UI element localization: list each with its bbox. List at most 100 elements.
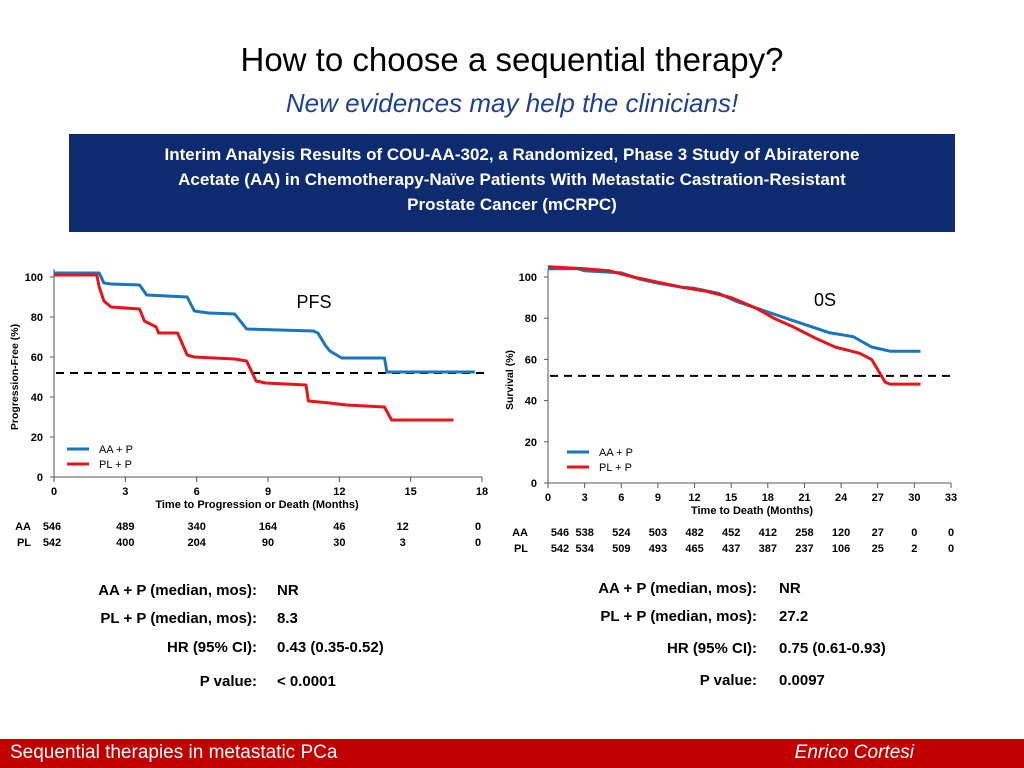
x-tick-label: 6 bbox=[194, 486, 200, 498]
x-tick-label: 6 bbox=[618, 492, 624, 504]
stat-value: 0.43 (0.35-0.52) bbox=[277, 639, 384, 656]
at-risk-value: 204 bbox=[187, 537, 206, 549]
at-risk-value: 546 bbox=[551, 527, 569, 539]
x-tick-label: 24 bbox=[835, 492, 848, 504]
legend-label-pl-p: PL + P bbox=[599, 462, 632, 474]
x-tick-label: 9 bbox=[655, 492, 661, 504]
stat-value: 27.2 bbox=[779, 608, 809, 625]
y-tick-label: 100 bbox=[519, 272, 537, 284]
at-risk-value: 542 bbox=[43, 537, 61, 549]
at-risk-row-label: PL bbox=[514, 543, 528, 555]
at-risk-value: 542 bbox=[551, 543, 569, 555]
km-curve-aa-p bbox=[54, 271, 475, 374]
at-risk-value: 387 bbox=[759, 543, 777, 555]
stat-value: NR bbox=[277, 582, 299, 599]
study-title-line: Interim Analysis Results of COU-AA-302, … bbox=[164, 145, 860, 164]
at-risk-value: 0 bbox=[911, 527, 917, 539]
x-tick-label: 27 bbox=[872, 492, 884, 504]
at-risk-value: 482 bbox=[685, 527, 703, 539]
stat-value: NR bbox=[779, 580, 801, 597]
x-tick-label: 0 bbox=[51, 486, 57, 498]
at-risk-value: 46 bbox=[333, 521, 345, 533]
x-tick-label: 9 bbox=[265, 486, 271, 498]
x-tick-label: 18 bbox=[476, 486, 488, 498]
y-tick-label: 0 bbox=[37, 472, 43, 484]
at-risk-value: 258 bbox=[795, 527, 813, 539]
y-tick-label: 20 bbox=[31, 432, 43, 444]
at-risk-value: 546 bbox=[43, 521, 61, 533]
os-stats-table: AA + P (median, mos): NR PL + P (median, m… bbox=[500, 578, 1024, 708]
y-tick-label: 60 bbox=[31, 352, 43, 364]
at-risk-value: 106 bbox=[832, 543, 850, 555]
study-title-line: Prostate Cancer (mCRPC) bbox=[407, 195, 617, 214]
at-risk-value: 12 bbox=[397, 521, 409, 533]
km-curve-aa-p bbox=[548, 267, 921, 353]
y-tick-label: 20 bbox=[525, 437, 537, 449]
legend-label-aa-p: AA + P bbox=[99, 444, 133, 456]
footer-author: Enrico Cortesi bbox=[794, 742, 914, 763]
chart-title: 0S bbox=[814, 290, 836, 310]
study-title-box: Interim Analysis Results of COU-AA-302, … bbox=[69, 134, 955, 232]
stat-label: AA + P (median, mos): bbox=[98, 582, 257, 599]
at-risk-value: 164 bbox=[259, 521, 278, 533]
x-tick-label: 0 bbox=[545, 492, 551, 504]
at-risk-value: 0 bbox=[948, 527, 954, 539]
at-risk-row-label: AA bbox=[15, 521, 31, 533]
y-axis-label: Survival (%) bbox=[504, 350, 516, 410]
stat-label: HR (95% CI): bbox=[666, 640, 757, 657]
legend-label-pl-p: PL + P bbox=[99, 459, 132, 471]
at-risk-value: 0 bbox=[475, 521, 481, 533]
study-title-line: Acetate (AA) in Chemotherapy-Naïve Patie… bbox=[178, 170, 846, 189]
y-tick-label: 80 bbox=[31, 312, 43, 324]
x-axis-label: Time to Death (Months) bbox=[691, 505, 813, 517]
footer-title: Sequential therapies in metastatic PCa bbox=[10, 742, 338, 763]
at-risk-value: 465 bbox=[685, 543, 703, 555]
at-risk-value: 412 bbox=[759, 527, 777, 539]
stat-label: P value: bbox=[699, 672, 757, 689]
at-risk-value: 27 bbox=[872, 527, 884, 539]
at-risk-value: 437 bbox=[722, 543, 740, 555]
x-axis-label: Time to Progression or Death (Months) bbox=[155, 499, 359, 511]
stat-label: P value: bbox=[199, 673, 257, 690]
at-risk-value: 538 bbox=[575, 527, 593, 539]
at-risk-value: 0 bbox=[475, 537, 481, 549]
y-tick-label: 0 bbox=[531, 478, 537, 490]
x-tick-label: 15 bbox=[725, 492, 737, 504]
km-curve-pl-p bbox=[547, 265, 921, 386]
slide-title: How to choose a sequential therapy? bbox=[240, 41, 784, 78]
slide-subtitle: New evidences may help the clinicians! bbox=[285, 88, 739, 118]
at-risk-value: 493 bbox=[649, 543, 667, 555]
at-risk-value: 120 bbox=[832, 527, 850, 539]
km-curve-pl-p bbox=[54, 273, 454, 422]
x-tick-label: 33 bbox=[945, 492, 957, 504]
stat-value: < 0.0001 bbox=[277, 673, 336, 690]
stat-value: 0.0097 bbox=[779, 672, 825, 689]
footer-bar: Sequential therapies in metastatic PCa E… bbox=[0, 739, 1024, 768]
at-risk-value: 340 bbox=[187, 521, 205, 533]
at-risk-value: 509 bbox=[612, 543, 630, 555]
at-risk-row-label: AA bbox=[512, 527, 528, 539]
at-risk-value: 400 bbox=[116, 537, 134, 549]
at-risk-value: 489 bbox=[116, 521, 134, 533]
y-tick-label: 100 bbox=[25, 272, 43, 284]
stat-label: HR (95% CI): bbox=[166, 639, 257, 656]
at-risk-value: 3 bbox=[400, 537, 406, 549]
at-risk-value: 452 bbox=[722, 527, 740, 539]
stat-value: 8.3 bbox=[277, 610, 298, 627]
y-tick-label: 40 bbox=[525, 396, 537, 408]
x-tick-label: 12 bbox=[688, 492, 700, 504]
at-risk-value: 90 bbox=[262, 537, 274, 549]
x-tick-label: 3 bbox=[582, 492, 588, 504]
y-tick-label: 60 bbox=[525, 354, 537, 366]
chart-title: PFS bbox=[296, 292, 331, 312]
x-tick-label: 18 bbox=[762, 492, 774, 504]
x-tick-label: 15 bbox=[405, 486, 417, 498]
at-risk-value: 237 bbox=[795, 543, 813, 555]
x-tick-label: 21 bbox=[798, 492, 810, 504]
legend-label-aa-p: AA + P bbox=[599, 447, 633, 459]
at-risk-value: 2 bbox=[911, 543, 917, 555]
stat-value: 0.75 (0.61-0.93) bbox=[779, 640, 886, 657]
x-tick-label: 30 bbox=[908, 492, 920, 504]
